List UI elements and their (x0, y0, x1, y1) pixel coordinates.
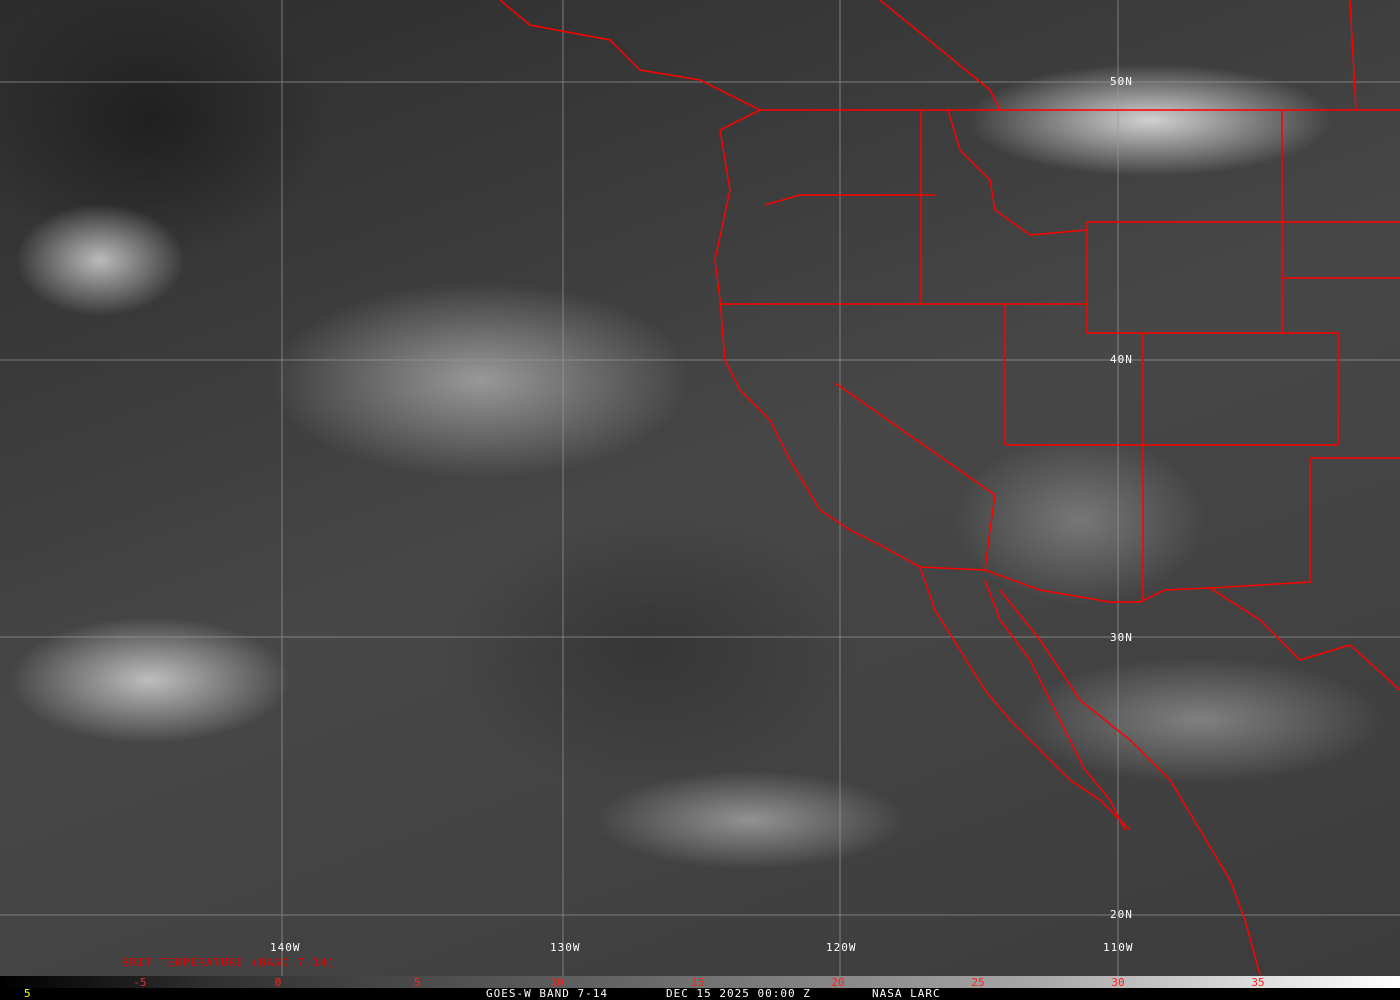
gulf-of-california-west (984, 579, 1126, 831)
mexico-mainland-coast (999, 589, 1261, 976)
colorbar-tick: 5 (413, 976, 421, 989)
state-line (834, 382, 996, 571)
colorbar-tick: -5 (133, 976, 147, 989)
colorbar-tick: 20 (831, 976, 845, 989)
lon-label-110w: 110W (1103, 941, 1134, 954)
state-line (879, 0, 1001, 111)
satellite-imagery (0, 0, 1400, 976)
colorbar-tick: 15 (691, 976, 705, 989)
colorbar-tick: 0 (274, 976, 282, 989)
state-line (1086, 222, 1339, 445)
map-overlay (0, 0, 1400, 976)
colorbar-tick: 10 (550, 976, 564, 989)
lon-label-120w: 120W (826, 941, 857, 954)
image-datetime: DEC 15 2025 00:00 Z (666, 987, 811, 1000)
colorbar-tick: 35 (1251, 976, 1265, 989)
us-mexico-border (919, 566, 1400, 691)
colorbar (0, 976, 1400, 988)
lat-label-20n: 20N (1110, 908, 1133, 921)
lon-label-130w: 130W (550, 941, 581, 954)
state-line (947, 109, 1088, 236)
lat-lon-grid (0, 0, 1400, 976)
lat-label-30n: 30N (1110, 631, 1133, 644)
lon-label-140w: 140W (270, 941, 301, 954)
pacific-coastline (499, 0, 1131, 831)
footer-bar: 5 GOES-W BAND 7-14 DEC 15 2025 00:00 Z N… (0, 987, 1400, 1000)
state-line (1209, 458, 1311, 589)
political-borders (499, 0, 1400, 976)
state-line (1349, 0, 1357, 111)
data-source: NASA LARC (872, 987, 941, 1000)
satellite-band: GOES-W BAND 7-14 (486, 987, 608, 1000)
state-line (764, 194, 935, 206)
colorbar-title: BRIT TEMPERATURE (BAND 7-14) (122, 956, 336, 969)
frame-number: 5 (24, 987, 32, 1000)
colorbar-tick: 30 (1111, 976, 1125, 989)
colorbar-tick: 25 (971, 976, 985, 989)
lat-label-40n: 40N (1110, 353, 1133, 366)
lat-label-50n: 50N (1110, 75, 1133, 88)
